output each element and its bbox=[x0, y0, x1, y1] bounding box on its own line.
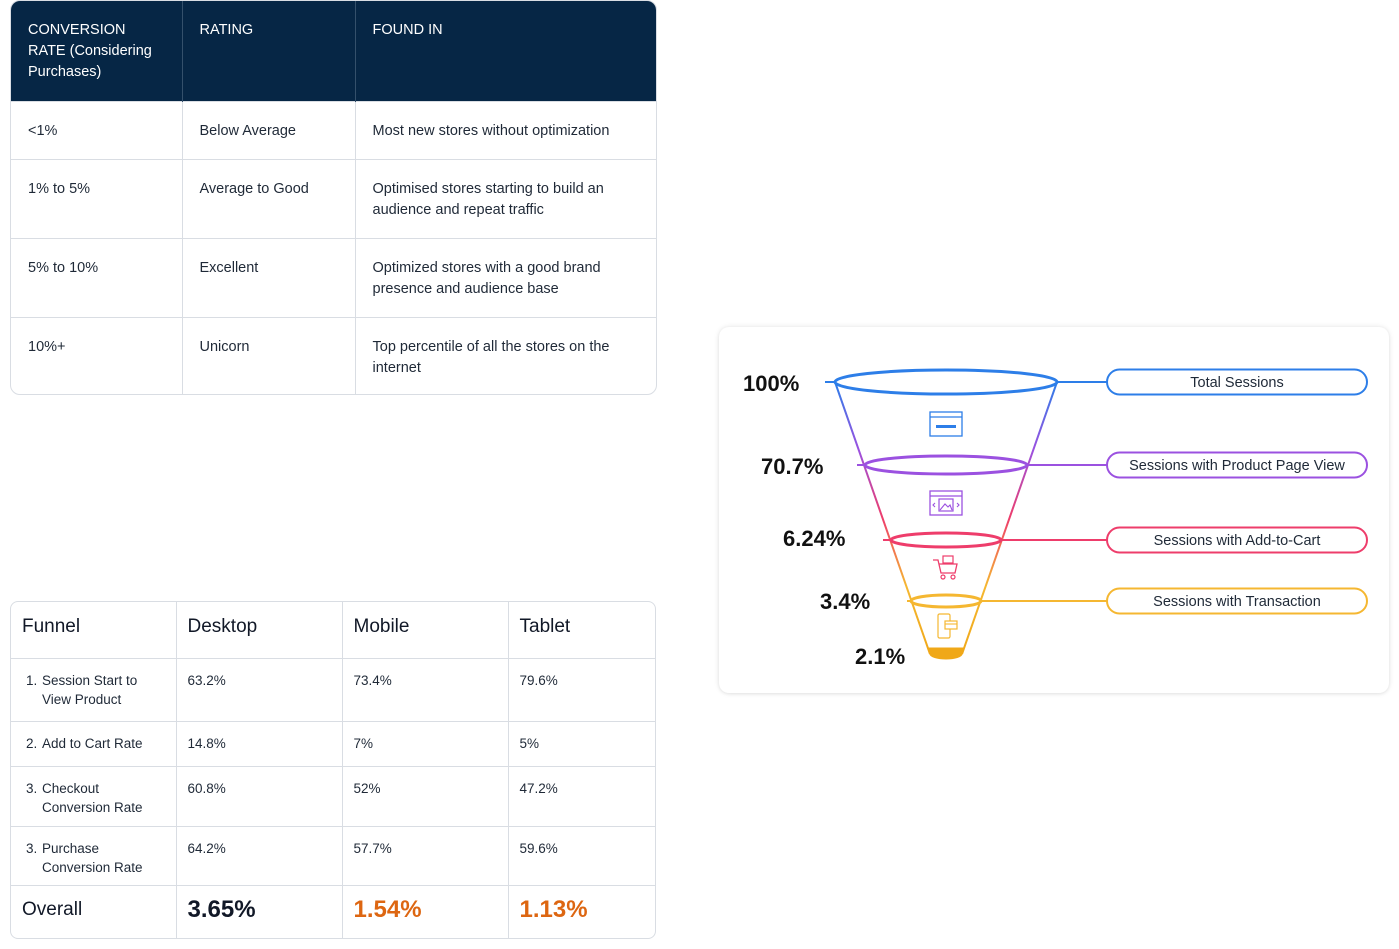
stage-label: Total Sessions bbox=[1190, 375, 1284, 391]
stage-cell: 3. Checkout Conversion Rate bbox=[11, 765, 177, 826]
stage-number: 2. bbox=[26, 735, 38, 751]
stage-ring bbox=[889, 531, 1003, 549]
rate-cell: 5% to 10% bbox=[11, 237, 183, 317]
table-row: 3. Checkout Conversion Rate 60.8% 52% 47… bbox=[11, 765, 655, 826]
conversion-rate-table: CONVERSION RATE (Considering Purchases) … bbox=[10, 0, 657, 395]
rating-cell: Unicorn bbox=[182, 316, 356, 394]
overall-row: Overall 3.65% 1.54% 1.13% bbox=[11, 884, 655, 938]
table-header-row: Funnel Desktop Mobile Tablet bbox=[11, 602, 655, 658]
tablet-cell: 5% bbox=[508, 720, 655, 766]
stage-label-pill bbox=[1106, 526, 1368, 554]
funnel-device-table: Funnel Desktop Mobile Tablet 1. Session … bbox=[10, 601, 656, 939]
stage-label-pill bbox=[1106, 451, 1368, 479]
payment-device-icon bbox=[944, 620, 958, 630]
table-row: <1% Below Average Most new stores withou… bbox=[11, 100, 656, 159]
tablet-cell: 79.6% bbox=[508, 657, 655, 721]
stage-ring bbox=[909, 593, 983, 609]
table-row: 5% to 10% Excellent Optimized stores wit… bbox=[11, 237, 656, 317]
rating-cell: Average to Good bbox=[182, 158, 356, 238]
stage-percent-label: 3.4% bbox=[820, 589, 870, 614]
rating-cell: Excellent bbox=[182, 237, 356, 317]
table-header-row: CONVERSION RATE (Considering Purchases) … bbox=[11, 1, 656, 101]
stage-number: 3. bbox=[26, 780, 38, 796]
stage-ring bbox=[833, 368, 1059, 396]
stage-label: Sessions with Product Page View bbox=[1129, 458, 1345, 474]
desktop-cell: 64.2% bbox=[176, 825, 343, 885]
stage-ring bbox=[863, 454, 1029, 476]
shopping-cart-icon bbox=[933, 559, 958, 574]
stage-name: Checkout Conversion Rate bbox=[42, 780, 143, 815]
browser-window-icon bbox=[929, 411, 963, 437]
rate-cell: 1% to 5% bbox=[11, 158, 183, 238]
mobile-cell: 7% bbox=[342, 720, 509, 766]
header-conversion-rate: CONVERSION RATE (Considering Purchases) bbox=[11, 1, 183, 101]
found-in-cell: Top percentile of all the stores on the … bbox=[355, 316, 656, 394]
stage-name: Session Start to View Product bbox=[42, 672, 138, 707]
overall-label: Overall bbox=[11, 884, 177, 938]
stage-number: 1. bbox=[26, 672, 38, 688]
stage-label-pill bbox=[1106, 587, 1368, 615]
header-desktop: Desktop bbox=[176, 602, 343, 658]
rate-cell: 10%+ bbox=[11, 316, 183, 394]
funnel-left-edge bbox=[834, 381, 931, 655]
stage-cell: 1. Session Start to View Product bbox=[11, 657, 177, 721]
tablet-cell: 47.2% bbox=[508, 765, 655, 826]
product-image-icon bbox=[956, 502, 960, 508]
funnel-chart: Total Sessions 100% Sessions with Product … bbox=[743, 368, 1368, 669]
final-percent-label: 2.1% bbox=[855, 644, 905, 669]
found-in-cell: Most new stores without optimization bbox=[355, 100, 656, 159]
stage-cell: 3. Purchase Conversion Rate bbox=[11, 825, 177, 885]
stage-name: Purchase Conversion Rate bbox=[42, 840, 143, 875]
stage-label: Sessions with Add-to-Cart bbox=[1154, 533, 1321, 549]
rate-cell: <1% bbox=[11, 100, 183, 159]
stage-number: 3. bbox=[26, 840, 38, 856]
stage-cell: 2. Add to Cart Rate bbox=[11, 720, 177, 766]
stage-percent-label: 70.7% bbox=[761, 454, 823, 479]
overall-tablet: 1.13% bbox=[508, 884, 655, 938]
stage-label-pill bbox=[1106, 368, 1368, 396]
found-in-cell: Optimized stores with a good brand prese… bbox=[355, 237, 656, 317]
stage-name: Add to Cart Rate bbox=[42, 735, 143, 751]
mobile-cell: 57.7% bbox=[342, 825, 509, 885]
stage-percent-label: 6.24% bbox=[783, 526, 845, 551]
product-image-icon bbox=[938, 498, 954, 512]
rating-cell: Below Average bbox=[182, 100, 356, 159]
header-found-in: FOUND IN bbox=[355, 1, 656, 101]
header-mobile: Mobile bbox=[342, 602, 509, 658]
desktop-cell: 14.8% bbox=[176, 720, 343, 766]
shopping-cart-icon bbox=[942, 555, 954, 564]
funnel-chart-card: Total Sessions 100% Sessions with Product … bbox=[719, 327, 1389, 693]
shopping-cart-icon bbox=[950, 574, 956, 580]
stage-label: Sessions with Transaction bbox=[1153, 594, 1321, 610]
mobile-cell: 73.4% bbox=[342, 657, 509, 721]
table-row: 10%+ Unicorn Top percentile of all the s… bbox=[11, 316, 656, 394]
funnel-right-edge bbox=[961, 381, 1058, 655]
overall-mobile: 1.54% bbox=[342, 884, 509, 938]
shopping-cart-icon bbox=[940, 574, 946, 580]
header-funnel: Funnel bbox=[11, 602, 177, 658]
mobile-cell: 52% bbox=[342, 765, 509, 826]
stage-percent-label: 100% bbox=[743, 371, 799, 396]
table-row: 1% to 5% Average to Good Optimised store… bbox=[11, 158, 656, 238]
table-row: 3. Purchase Conversion Rate 64.2% 57.7% … bbox=[11, 825, 655, 885]
browser-window-icon bbox=[936, 425, 956, 428]
desktop-cell: 60.8% bbox=[176, 765, 343, 826]
found-in-cell: Optimised stores starting to build an au… bbox=[355, 158, 656, 238]
funnel-bottom-cap bbox=[927, 647, 965, 660]
overall-desktop: 3.65% bbox=[176, 884, 343, 938]
product-image-icon bbox=[932, 502, 936, 508]
header-rating: RATING bbox=[182, 1, 356, 101]
product-image-icon bbox=[929, 490, 963, 516]
tablet-cell: 59.6% bbox=[508, 825, 655, 885]
table-row: 2. Add to Cart Rate 14.8% 7% 5% bbox=[11, 720, 655, 766]
product-image-icon bbox=[939, 503, 953, 511]
table-row: 1. Session Start to View Product 63.2% 7… bbox=[11, 657, 655, 721]
header-tablet: Tablet bbox=[519, 616, 571, 637]
desktop-cell: 63.2% bbox=[176, 657, 343, 721]
